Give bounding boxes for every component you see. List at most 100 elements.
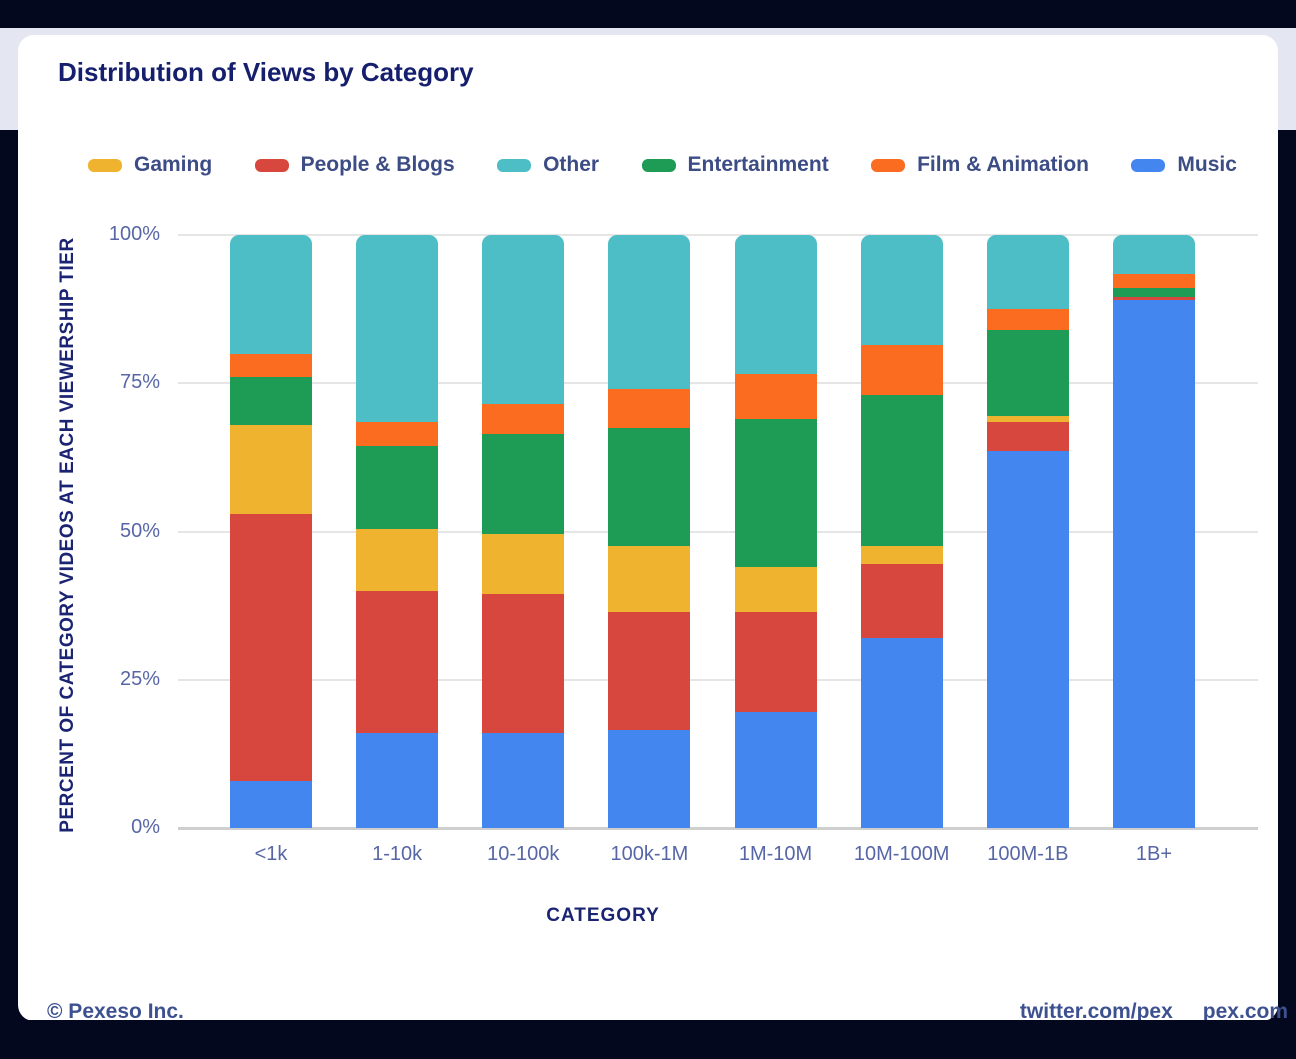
legend-item-entertainment[interactable]: Entertainment — [641, 153, 829, 177]
y-tick-label-25: 25% — [119, 667, 160, 690]
bar-segment-gaming-10m-100m[interactable] — [860, 546, 943, 565]
bar-segment-music-1b[interactable] — [1112, 300, 1195, 828]
legend-swatch-gaming — [88, 158, 122, 172]
bar-segment-music-1m-10m[interactable] — [734, 712, 817, 828]
chart-legend: Gaming People & Blogs Other Entertainment Fi… — [88, 153, 1237, 177]
legend-item-people-blogs[interactable]: People & Blogs — [254, 153, 455, 177]
chart-title: Distribution of Views by Category — [58, 57, 474, 87]
bar-column-1b — [1112, 235, 1195, 828]
bar-segment-music-1-10k[interactable] — [356, 733, 439, 828]
legend-item-other[interactable]: Other — [497, 153, 599, 177]
footer-link-website[interactable]: pex.com — [1202, 1000, 1288, 1023]
bar-segment-gaming-100k-1m[interactable] — [608, 546, 691, 612]
bar-segment-entertainment-10m-100m[interactable] — [860, 395, 943, 547]
bar-segment-music-1k[interactable] — [230, 780, 312, 828]
legend-label: Gaming — [134, 153, 213, 176]
bar-segment-people-blogs-1m-10m[interactable] — [734, 611, 817, 713]
y-tick-label-75: 75% — [119, 371, 160, 394]
legend-swatch-entertainment — [641, 158, 676, 172]
legend-swatch-other — [497, 158, 532, 172]
bar-segment-gaming-1-10k[interactable] — [356, 528, 439, 591]
y-tick-label-50: 50% — [119, 519, 160, 542]
bar-segment-people-blogs-1k[interactable] — [230, 513, 312, 781]
bar-segment-other-100m-1b[interactable] — [986, 235, 1069, 310]
legend-label: Film & Animation — [917, 153, 1089, 176]
x-tick-label-100k-1m: 100k-1M — [610, 843, 689, 865]
bar-column-1m-10m — [734, 235, 817, 828]
bar-segment-film-animation-1m-10m[interactable] — [734, 374, 817, 419]
bar-segment-entertainment-1-10k[interactable] — [356, 445, 439, 529]
gridline-75 — [178, 382, 1258, 385]
bar-segment-film-animation-1-10k[interactable] — [356, 421, 439, 446]
legend-label: Entertainment — [687, 153, 829, 176]
footer-links: twitter.com/pex pex.com — [1020, 1000, 1288, 1024]
gridline-25 — [178, 678, 1258, 681]
gridline-100 — [178, 234, 1258, 236]
legend-label: Music — [1177, 153, 1237, 176]
x-tick-label-10-100k: 10-100k — [487, 843, 560, 865]
legend-swatch-film-animation — [871, 158, 906, 172]
bar-segment-other-1b[interactable] — [1112, 235, 1195, 274]
x-tick-label-10m-100m: 10M-100M — [853, 843, 950, 865]
legend-label: People & Blogs — [300, 153, 455, 176]
bar-segment-music-10-100k[interactable] — [482, 733, 565, 828]
bar-segment-entertainment-1b[interactable] — [1112, 288, 1195, 298]
bar-segment-film-animation-10-100k[interactable] — [482, 404, 565, 434]
legend-item-music[interactable]: Music — [1131, 153, 1237, 177]
bar-segment-people-blogs-10-100k[interactable] — [482, 593, 565, 734]
y-tick-label-0: 0% — [131, 816, 160, 838]
bar-segment-gaming-1m-10m[interactable] — [734, 567, 817, 612]
y-axis-title: PERCENT OF CATEGORY VIDEOS AT EACH VIEWE… — [57, 237, 78, 833]
y-tick-label-100: 100% — [108, 223, 160, 245]
bar-segment-people-blogs-100k-1m[interactable] — [608, 611, 691, 731]
bar-column-10m-100m — [860, 235, 943, 828]
bar-segment-entertainment-10-100k[interactable] — [482, 433, 565, 535]
legend-item-film-animation[interactable]: Film & Animation — [871, 153, 1089, 177]
bar-segment-people-blogs-100m-1b[interactable] — [986, 421, 1069, 452]
bar-column-100m-1b — [986, 235, 1069, 828]
bar-segment-gaming-10-100k[interactable] — [482, 534, 565, 594]
x-tick-label-1-10k: 1-10k — [372, 843, 423, 865]
bar-segment-music-100k-1m[interactable] — [608, 730, 691, 828]
bar-segment-entertainment-100m-1b[interactable] — [986, 329, 1069, 416]
bar-segment-film-animation-1k[interactable] — [230, 353, 312, 378]
x-axis-title: CATEGORY — [546, 905, 660, 926]
bar-segment-people-blogs-1-10k[interactable] — [356, 590, 439, 734]
gridline-50 — [178, 530, 1258, 533]
bar-segment-other-1-10k[interactable] — [356, 235, 439, 422]
bar-segment-gaming-1k[interactable] — [230, 424, 312, 514]
legend-swatch-music — [1131, 158, 1166, 172]
bar-column-1k — [230, 235, 312, 828]
bar-segment-other-1k[interactable] — [230, 235, 312, 354]
bar-segment-other-100k-1m[interactable] — [608, 235, 691, 390]
x-axis-baseline — [178, 827, 1258, 830]
bar-column-100k-1m — [608, 235, 691, 828]
legend-label: Other — [543, 153, 600, 176]
bar-segment-film-animation-100m-1b[interactable] — [986, 309, 1069, 330]
bar-segment-film-animation-10m-100m[interactable] — [860, 344, 943, 396]
bar-segment-film-animation-100k-1m[interactable] — [608, 389, 691, 428]
bar-segment-entertainment-100k-1m[interactable] — [608, 427, 691, 547]
bar-segment-entertainment-1m-10m[interactable] — [734, 418, 817, 568]
bar-segment-music-100m-1b[interactable] — [986, 451, 1069, 828]
footer-copyright: © Pexeso Inc. — [47, 1000, 184, 1023]
x-tick-label-100m-1b: 100M-1B — [987, 843, 1069, 865]
legend-item-gaming[interactable]: Gaming — [88, 153, 212, 177]
bar-segment-other-1m-10m[interactable] — [734, 235, 817, 375]
bar-segment-gaming-100m-1b[interactable] — [986, 415, 1069, 422]
bar-segment-people-blogs-1b[interactable] — [1112, 297, 1195, 301]
bar-segment-film-animation-1b[interactable] — [1112, 273, 1195, 289]
bar-column-10-100k — [482, 235, 565, 828]
bar-segment-other-10-100k[interactable] — [482, 235, 565, 404]
footer-link-twitter[interactable]: twitter.com/pex — [1019, 1000, 1173, 1023]
bar-segment-other-10m-100m[interactable] — [860, 235, 943, 345]
footer-bar — [0, 1020, 1296, 1059]
legend-swatch-people-blogs — [254, 158, 289, 172]
bar-segment-entertainment-1k[interactable] — [230, 377, 312, 425]
bar-segment-music-10m-100m[interactable] — [860, 638, 943, 828]
x-tick-label-1k: <1k — [254, 843, 288, 865]
bar-segment-people-blogs-10m-100m[interactable] — [860, 564, 943, 639]
plot-area: 0% 25% 50% 75% 100% — [109, 223, 1258, 838]
bar-column-1-10k — [356, 235, 439, 828]
